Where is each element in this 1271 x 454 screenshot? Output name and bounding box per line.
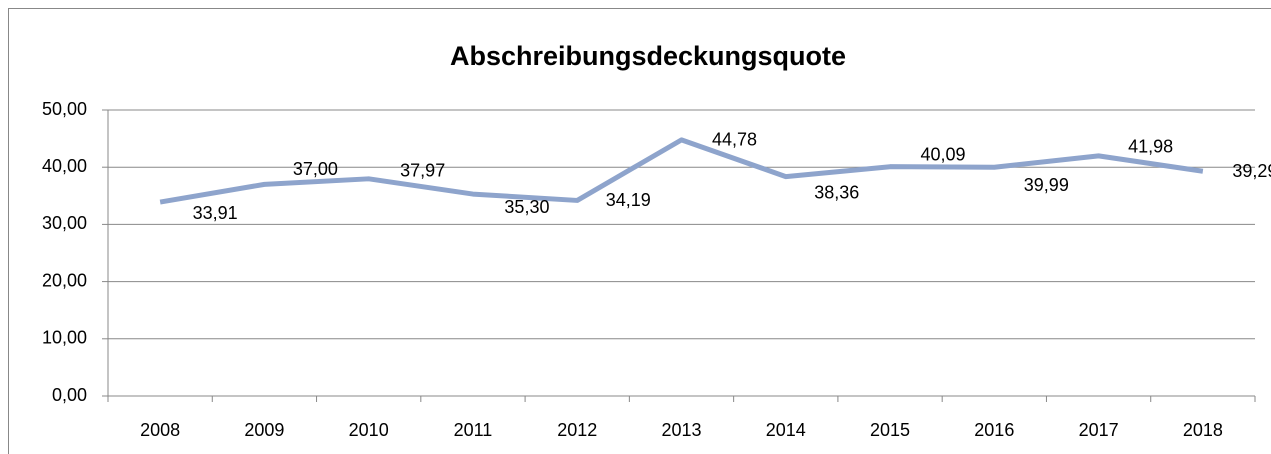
x-tick-label: 2014 [766,420,806,440]
x-tick-label: 2018 [1183,420,1223,440]
data-label: 33,91 [193,203,238,223]
x-tick-label: 2012 [557,420,597,440]
y-tick-label: 20,00 [42,270,87,290]
x-tick-label: 2013 [661,420,701,440]
x-tick-label: 2011 [454,420,493,440]
data-label: 37,97 [400,161,445,181]
data-label: 35,30 [504,197,549,217]
data-label: 37,00 [293,159,338,179]
x-tick-label: 2010 [349,420,389,440]
data-label: 40,09 [921,144,966,164]
x-tick-label: 2017 [1079,420,1119,440]
y-tick-label: 30,00 [42,213,87,233]
y-tick-label: 0,00 [52,385,87,405]
y-tick-label: 10,00 [42,328,87,348]
chart-frame [8,8,1271,454]
data-label: 38,36 [814,182,859,202]
data-label: 34,19 [606,190,651,210]
x-tick-label: 2015 [870,420,910,440]
data-label: 39,29 [1232,161,1271,181]
y-tick-label: 50,00 [42,99,87,119]
data-label: 39,99 [1024,175,1069,195]
y-tick-label: 40,00 [42,156,87,176]
chart-title: Abschreibungsdeckungsquote [450,41,846,71]
x-tick-label: 2008 [140,420,180,440]
data-label: 44,78 [712,130,757,150]
data-line [159,137,1204,205]
data-label: 41,98 [1128,137,1173,157]
x-tick-label: 2009 [244,420,284,440]
x-tick-label: 2016 [974,420,1014,440]
